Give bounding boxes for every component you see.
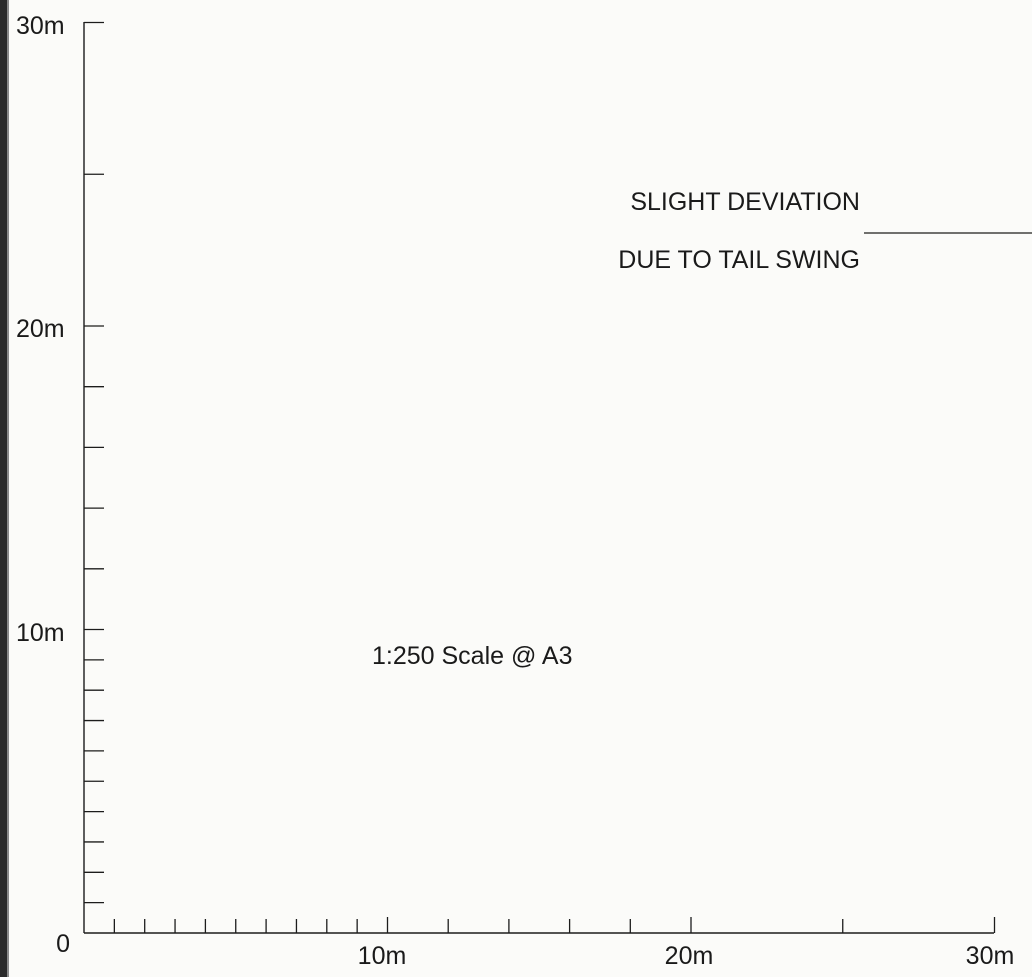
scale-note: 1:250 Scale @ A3 bbox=[372, 642, 573, 670]
y-label-10m: 10m bbox=[16, 619, 65, 647]
y-axis-ticks bbox=[84, 21, 104, 904]
x-axis-ticks bbox=[113, 917, 996, 933]
left-frame-inner bbox=[7, 0, 9, 977]
y-label-30m: 30m bbox=[16, 12, 65, 40]
annotation-line-2: DUE TO TAIL SWING bbox=[618, 246, 860, 274]
origin-label: 0 bbox=[56, 930, 70, 958]
y-label-20m: 20m bbox=[16, 315, 65, 343]
x-label-30m: 30m bbox=[966, 942, 1015, 970]
left-frame-border bbox=[0, 0, 7, 977]
x-label-20m: 20m bbox=[665, 942, 714, 970]
x-label-10m: 10m bbox=[358, 942, 407, 970]
annotation-line-1: SLIGHT DEVIATION bbox=[630, 188, 860, 216]
